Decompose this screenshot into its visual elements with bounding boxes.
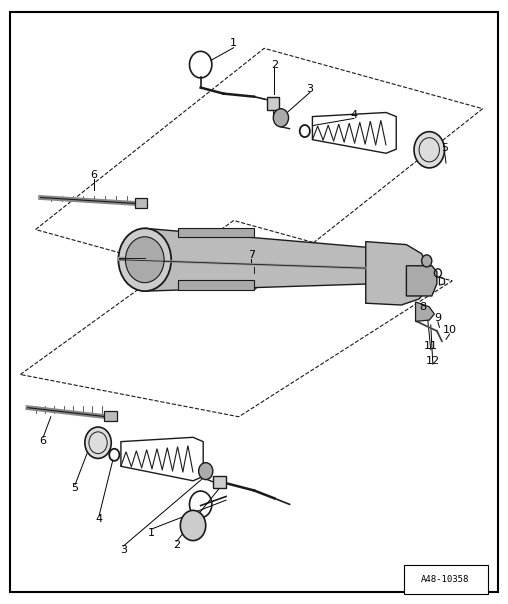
Circle shape [422, 255, 432, 267]
Text: 1: 1 [230, 39, 237, 48]
Text: 8: 8 [419, 302, 426, 312]
Circle shape [118, 228, 171, 291]
Bar [135, 198, 147, 208]
Circle shape [85, 427, 111, 458]
Text: 10: 10 [442, 326, 457, 335]
Text: 2: 2 [271, 60, 278, 69]
Circle shape [125, 237, 164, 283]
FancyBboxPatch shape [404, 565, 488, 594]
Text: A48-10358: A48-10358 [421, 576, 470, 584]
Bar [213, 476, 226, 488]
Text: 5: 5 [441, 143, 448, 153]
Text: 6: 6 [90, 170, 98, 180]
Text: 4: 4 [96, 515, 103, 524]
Bar [178, 280, 254, 290]
Polygon shape [416, 302, 434, 321]
Text: 3: 3 [120, 545, 127, 554]
Text: 6: 6 [40, 436, 47, 446]
Text: 12: 12 [426, 356, 440, 365]
Circle shape [414, 132, 444, 168]
Polygon shape [366, 242, 427, 305]
Text: 2: 2 [173, 540, 180, 550]
Text: 11: 11 [424, 341, 438, 351]
Text: 4: 4 [351, 110, 358, 120]
Polygon shape [145, 228, 371, 291]
Text: 9: 9 [434, 313, 441, 323]
Bar [267, 97, 279, 110]
Polygon shape [406, 266, 437, 296]
Text: 5: 5 [72, 483, 79, 493]
Circle shape [199, 463, 213, 480]
Circle shape [180, 510, 206, 541]
Text: 7: 7 [248, 250, 255, 260]
Bar [178, 228, 254, 237]
Text: 1: 1 [148, 528, 155, 538]
Text: 3: 3 [306, 84, 313, 94]
Bar [104, 411, 117, 421]
Circle shape [273, 109, 289, 127]
